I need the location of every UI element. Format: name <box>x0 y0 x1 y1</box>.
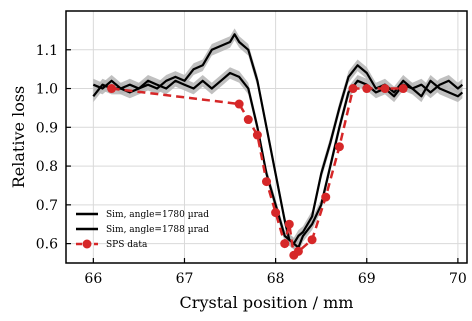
sps-data-point <box>284 219 294 229</box>
y-tick-label: 1.1 <box>36 43 58 59</box>
sps-data-point <box>252 130 262 140</box>
legend-marker-sps-data <box>82 239 92 249</box>
legend-label-sim-1788: Sim, angle=1788 µrad <box>106 225 209 235</box>
y-tick-label: 0.8 <box>36 159 58 175</box>
x-axis-label: Crystal position / mm <box>180 293 354 312</box>
x-tick-label: 68 <box>267 271 285 287</box>
x-tick-label: 69 <box>358 271 376 287</box>
legend-label-sps-data: SPS data <box>106 240 148 250</box>
y-axis-label: Relative loss <box>9 86 28 188</box>
legend: Sim, angle=1780 µrad Sim, angle=1788 µra… <box>76 210 209 250</box>
sps-data-point <box>348 84 358 94</box>
series-lines <box>92 33 464 258</box>
sps-data-point <box>271 208 281 218</box>
sps-data-point <box>334 142 344 152</box>
sps-data-point <box>398 84 408 94</box>
sps-data-point <box>380 84 390 94</box>
sps-data-point <box>107 84 117 94</box>
y-tick-label: 0.7 <box>36 198 58 214</box>
sps-data-point <box>293 246 303 256</box>
y-tick-label: 1.0 <box>36 82 58 98</box>
x-tick-label: 67 <box>176 271 194 287</box>
x-tick-label: 70 <box>449 271 467 287</box>
legend-label-sim-1780: Sim, angle=1780 µrad <box>106 210 209 220</box>
sps-data-point <box>234 99 244 109</box>
sps-data-point <box>307 235 317 245</box>
axis-ticks: 66 67 68 69 70 0.6 0.7 0.8 0.9 1.0 1.1 <box>36 43 467 287</box>
sps-data-point <box>243 115 253 125</box>
sps-data-point <box>321 192 331 202</box>
plot-frame <box>65 10 468 264</box>
x-tick-label: 66 <box>84 271 102 287</box>
y-tick-label: 0.9 <box>36 120 58 136</box>
data-markers <box>107 84 408 260</box>
sps-data-point <box>280 239 290 249</box>
sps-data-point <box>362 84 372 94</box>
y-tick-label: 0.6 <box>36 237 58 253</box>
sps-data-point <box>262 177 271 187</box>
